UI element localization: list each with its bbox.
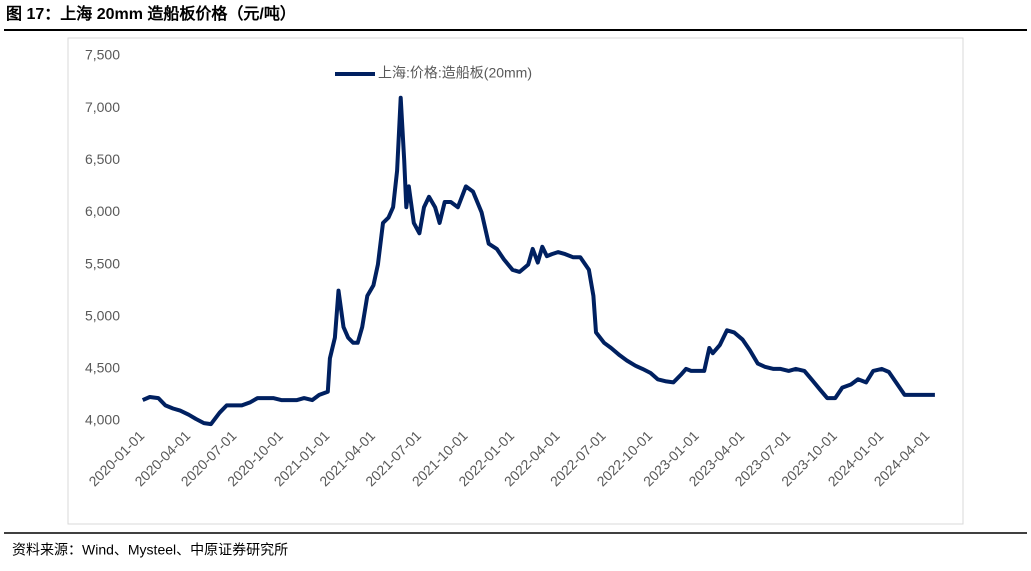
y-tick-label: 4,000 — [85, 412, 120, 428]
chart-title: 图 17：上海 20mm 造船板价格（元/吨） — [6, 4, 296, 23]
y-tick-label: 5,500 — [85, 255, 120, 271]
y-tick-label: 7,500 — [85, 47, 120, 63]
line-series — [141, 95, 935, 427]
y-tick-label: 7,000 — [85, 99, 120, 115]
source: 资料来源：Wind、Mysteel、中原证券研究所 — [12, 542, 288, 558]
y-tick-label: 6,000 — [85, 203, 120, 219]
legend-label: 上海:价格:造船板(20mm) — [378, 65, 532, 81]
y-tick-label: 4,500 — [85, 360, 120, 376]
chart-frame — [67, 37, 964, 525]
y-tick-label: 5,000 — [85, 307, 120, 323]
y-tick-label: 6,500 — [85, 151, 120, 167]
